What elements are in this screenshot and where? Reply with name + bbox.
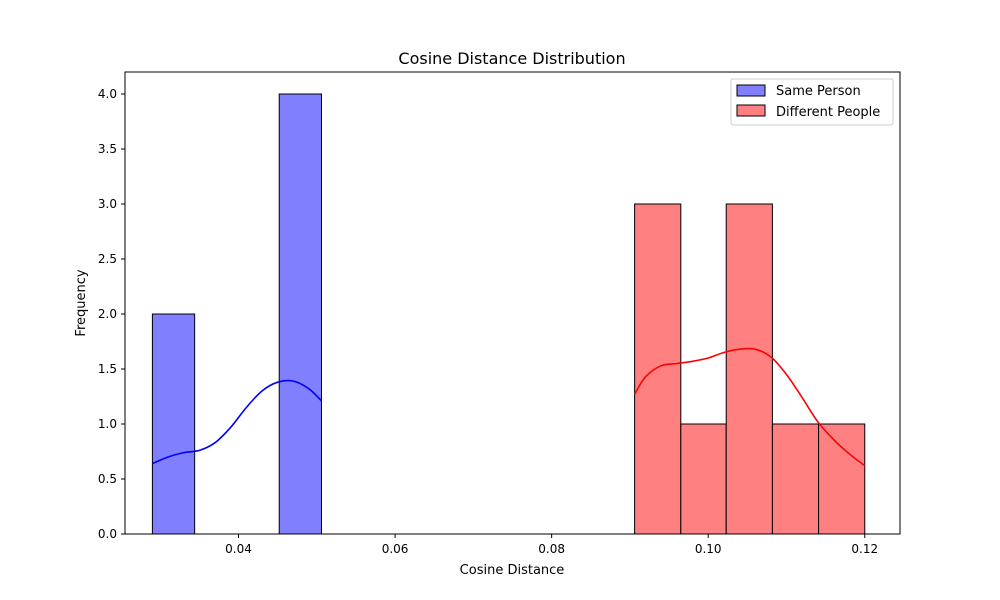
chart-title: Cosine Distance Distribution: [398, 49, 625, 68]
y-tick-label: 2.0: [98, 307, 117, 321]
legend-box: [730, 78, 894, 126]
x-tick-label: 0.12: [851, 542, 878, 556]
x-axis-label: Cosine Distance: [460, 563, 565, 578]
y-tick-label: 1.0: [98, 417, 117, 431]
y-tick-label: 3.0: [98, 197, 117, 211]
bar-same-person-0: [151, 313, 196, 535]
x-tick-label: 0.08: [538, 542, 565, 556]
kde-line-different-people: [633, 347, 866, 467]
plot-area: [151, 93, 866, 535]
axes-frame: [124, 71, 901, 535]
y-tick-label: 0.0: [98, 527, 117, 541]
bar-different-people-0: [634, 203, 682, 535]
legend: Same Person Different People: [730, 78, 894, 126]
x-axis: 0.04 0.06 0.08 0.10 0.12: [225, 534, 878, 556]
y-tick-label: 2.5: [98, 252, 117, 266]
y-tick-label: 3.5: [98, 142, 117, 156]
bar-different-people-2: [725, 203, 773, 535]
y-tick-label: 1.5: [98, 362, 117, 376]
x-tick-label: 0.10: [695, 542, 722, 556]
bar-different-people-4: [818, 423, 866, 535]
bar-different-people-1: [680, 423, 727, 535]
bar-same-person-3: [278, 93, 322, 535]
kde-line-same-person: [152, 379, 323, 465]
y-tick-label: 4.0: [98, 87, 117, 101]
x-tick-label: 0.06: [382, 542, 409, 556]
bar-different-people-3: [771, 423, 820, 535]
legend-swatch-same-person: [736, 84, 766, 97]
legend-swatch-different-people: [736, 104, 766, 117]
legend-label-same-person: Same Person: [776, 84, 861, 99]
y-axis-label: Frequency: [74, 269, 89, 336]
x-tick-label: 0.04: [225, 542, 252, 556]
y-tick-label: 0.5: [98, 472, 117, 486]
legend-label-different-people: Different People: [776, 105, 880, 120]
y-axis: 0.0 0.5 1.0 1.5 2.0 2.5 3.0 3.5 4.0: [98, 87, 125, 541]
